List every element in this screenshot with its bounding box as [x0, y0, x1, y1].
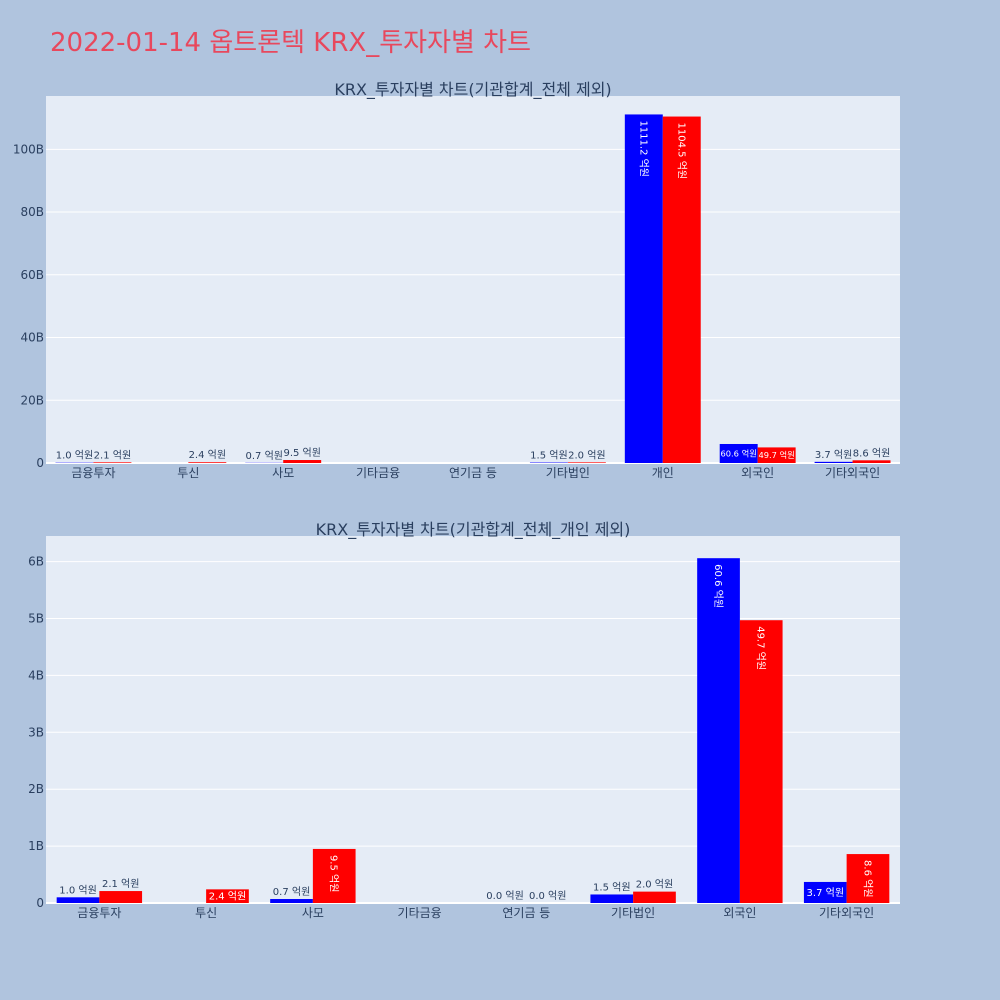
- data-label: 49.7 억원: [758, 450, 794, 460]
- x-tick-label: 기타금융: [398, 906, 442, 920]
- data-label: 2.4 억원: [209, 891, 246, 903]
- data-label: 49.7 억원: [755, 626, 767, 670]
- chart-title: KRX_투자자별 차트(기관합계_전체 제외): [334, 80, 611, 100]
- data-label: 1.0 억원: [59, 884, 96, 896]
- data-label: 2.1 억원: [102, 878, 139, 890]
- x-tick-label: 기타법인: [611, 906, 655, 920]
- data-label: 3.7 억원: [807, 887, 844, 899]
- bar: [283, 460, 322, 463]
- x-tick-label: 개인: [652, 466, 674, 480]
- x-tick-label: 투신: [177, 466, 199, 480]
- x-tick-label: 금융투자: [71, 466, 115, 480]
- data-label: 9.5 억원: [283, 447, 320, 459]
- bar: [567, 462, 606, 463]
- bar: [99, 891, 143, 903]
- y-tick-label: 40B: [20, 331, 44, 345]
- data-label: 8.6 억원: [853, 447, 890, 459]
- page-title: 2022-01-14 옵트론텍 KRX_투자자별 차트: [50, 28, 532, 58]
- data-label: 8.6 억원: [861, 860, 873, 897]
- bar: [624, 114, 663, 464]
- data-label: 1.0 억원: [56, 450, 93, 462]
- x-tick-label: 외국인: [741, 466, 774, 480]
- x-tick-label: 사모: [272, 466, 294, 480]
- bar: [739, 620, 783, 903]
- data-label: 2.1 억원: [94, 449, 131, 461]
- bar: [803, 881, 847, 903]
- data-label: 2.0 억원: [568, 449, 605, 461]
- data-label: 1111.2 억원: [637, 120, 649, 177]
- y-tick-label: 0: [36, 456, 44, 470]
- y-tick-label: 4B: [28, 668, 44, 682]
- data-label: 2.4 억원: [189, 449, 226, 461]
- data-label: 1.5 억원: [593, 881, 630, 893]
- x-tick-label: 사모: [302, 906, 324, 920]
- x-tick-label: 연기금 등: [502, 906, 550, 920]
- data-label: 0.7 억원: [273, 886, 310, 898]
- bar: [590, 894, 634, 903]
- chart-top: KRX_투자자별 차트(기관합계_전체 제외) 0 20B 40B 60B 80B 100B…: [13, 80, 900, 480]
- bar: [697, 558, 740, 903]
- y-tick-label: 20B: [20, 393, 44, 407]
- bar: [852, 460, 891, 463]
- x-tick-label: 연기금 등: [449, 466, 497, 480]
- x-tick-label: 기타법인: [546, 466, 590, 480]
- bar: [56, 897, 100, 903]
- bar: [757, 447, 796, 463]
- bar: [188, 462, 227, 463]
- y-tick-label: 6B: [28, 555, 44, 569]
- y-tick-label: 80B: [20, 205, 44, 219]
- data-label: 0.0 억원: [529, 890, 566, 902]
- bar: [270, 899, 313, 903]
- chart-title: KRX_투자자별 차트(기관합계_전체_개인 제외): [316, 520, 631, 540]
- chart-bottom: KRX_투자자별 차트(기관합계_전체_개인 제외) 0 1B 2B 3B 4B 5B 6B 금…: [28, 520, 900, 920]
- y-tick-label: 60B: [20, 268, 44, 282]
- x-tick-label: 기타외국인: [825, 466, 880, 480]
- y-tick-label: 3B: [28, 725, 44, 739]
- data-label: 60.6 억원: [720, 448, 756, 458]
- y-tick-label: 100B: [13, 142, 44, 156]
- x-tick-label: 투신: [195, 906, 217, 920]
- bar: [814, 461, 853, 463]
- bar: [662, 116, 701, 464]
- bar: [93, 462, 132, 463]
- data-label: 0.0 억원: [486, 890, 523, 902]
- x-tick-label: 금융투자: [77, 906, 121, 920]
- data-label: 9.5 억원: [328, 855, 340, 892]
- data-label: 3.7 억원: [815, 449, 852, 461]
- x-tick-label: 외국인: [723, 906, 756, 920]
- x-tick-label: 기타외국인: [819, 906, 874, 920]
- bar: [206, 889, 249, 903]
- bar: [719, 443, 758, 463]
- x-tick-label: 기타금융: [356, 466, 400, 480]
- data-label: 2.0 억원: [636, 879, 673, 891]
- y-tick-label: 0: [36, 896, 44, 910]
- plot-area: [46, 96, 900, 463]
- bar: [312, 848, 356, 903]
- bar: [846, 854, 890, 903]
- data-label: 1104.5 억원: [675, 123, 687, 180]
- bar: [633, 891, 676, 903]
- data-label: 0.7 억원: [246, 450, 283, 462]
- y-tick-label: 5B: [28, 612, 44, 626]
- y-tick-label: 2B: [28, 782, 44, 796]
- data-label: 60.6 억원: [712, 564, 724, 608]
- y-tick-label: 1B: [28, 839, 44, 853]
- data-label: 1.5 억원: [530, 450, 567, 462]
